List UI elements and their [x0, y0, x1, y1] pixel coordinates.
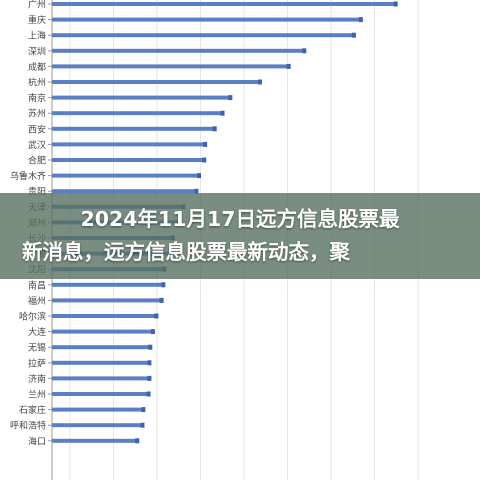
bar: [52, 111, 223, 116]
bar: [52, 142, 206, 147]
category-label: 福州: [28, 295, 46, 307]
bar: [52, 33, 354, 38]
bar-end-marker: [358, 17, 363, 23]
bar-end-marker: [141, 407, 146, 413]
bar-end-marker: [286, 63, 291, 69]
category-label: 呼和浩特: [10, 420, 46, 432]
bar-end-marker: [161, 282, 166, 288]
bar: [52, 392, 149, 396]
bar-end-marker: [302, 48, 307, 54]
category-label: 苏州: [28, 108, 46, 120]
category-label: 拉萨: [28, 357, 46, 369]
category-label: 深圳: [28, 46, 46, 57]
bar: [52, 345, 151, 350]
bar-end-marker: [159, 297, 164, 303]
bar: [52, 95, 231, 100]
category-label: 兰州: [28, 389, 46, 401]
bar: [52, 64, 289, 69]
bar: [52, 126, 215, 131]
bar-end-marker: [257, 79, 262, 85]
category-label: 杭州: [28, 77, 46, 89]
bar-end-marker: [351, 32, 356, 38]
bar: [52, 189, 197, 194]
bar-end-marker: [147, 360, 152, 366]
bar: [52, 298, 162, 303]
category-label: 武汉: [28, 139, 46, 151]
category-label: 成都: [28, 61, 46, 73]
category-label: 南昌: [28, 279, 46, 291]
bar-end-marker: [140, 422, 145, 428]
bar-end-marker: [202, 157, 207, 163]
headline-line-1: 2024年11月17日远方信息股票最: [80, 207, 400, 231]
category-label: 上海: [28, 30, 46, 42]
bar: [52, 17, 361, 22]
bar-end-marker: [154, 313, 159, 319]
category-label: 海口: [28, 435, 46, 447]
category-label: 大连: [28, 326, 46, 338]
bar: [52, 282, 164, 287]
headline-overlay: 2024年11月17日远方信息股票最 新消息，远方信息股票最新动态，聚: [0, 193, 480, 279]
bar: [52, 423, 143, 428]
headline-line-2: 新消息，远方信息股票最新动态，聚: [22, 240, 350, 264]
bar-end-marker: [147, 375, 152, 381]
category-label: 合肥: [28, 155, 46, 167]
bar-end-marker: [150, 329, 155, 335]
category-label: 广州: [28, 0, 46, 11]
bar-end-marker: [220, 110, 225, 116]
bar-end-marker: [135, 438, 140, 444]
category-label: 西安: [28, 123, 46, 135]
category-label: 无锡: [28, 343, 46, 354]
category-label: 石家庄: [19, 404, 46, 416]
bar-end-marker: [148, 344, 153, 350]
bar-end-marker: [393, 1, 398, 7]
bar-end-marker: [197, 173, 202, 179]
bar: [52, 329, 153, 334]
category-label: 济南: [28, 373, 46, 385]
bar-end-marker: [146, 391, 151, 397]
bar: [52, 360, 150, 365]
bar: [52, 158, 205, 162]
bar-end-marker: [194, 188, 199, 194]
bar: [52, 407, 144, 412]
bar: [52, 438, 138, 443]
bar: [52, 314, 157, 318]
bar: [52, 376, 150, 381]
bar: [52, 2, 396, 6]
category-label: 哈尔滨: [19, 311, 46, 323]
bar-end-marker: [212, 126, 217, 132]
category-label: 南京: [28, 92, 46, 104]
bar: [52, 80, 260, 84]
category-label: 重庆: [28, 14, 46, 26]
category-label: 乌鲁木齐: [10, 170, 46, 182]
bar: [52, 173, 200, 178]
bar: [52, 48, 305, 53]
bar-end-marker: [203, 141, 208, 147]
bar-end-marker: [228, 95, 233, 101]
